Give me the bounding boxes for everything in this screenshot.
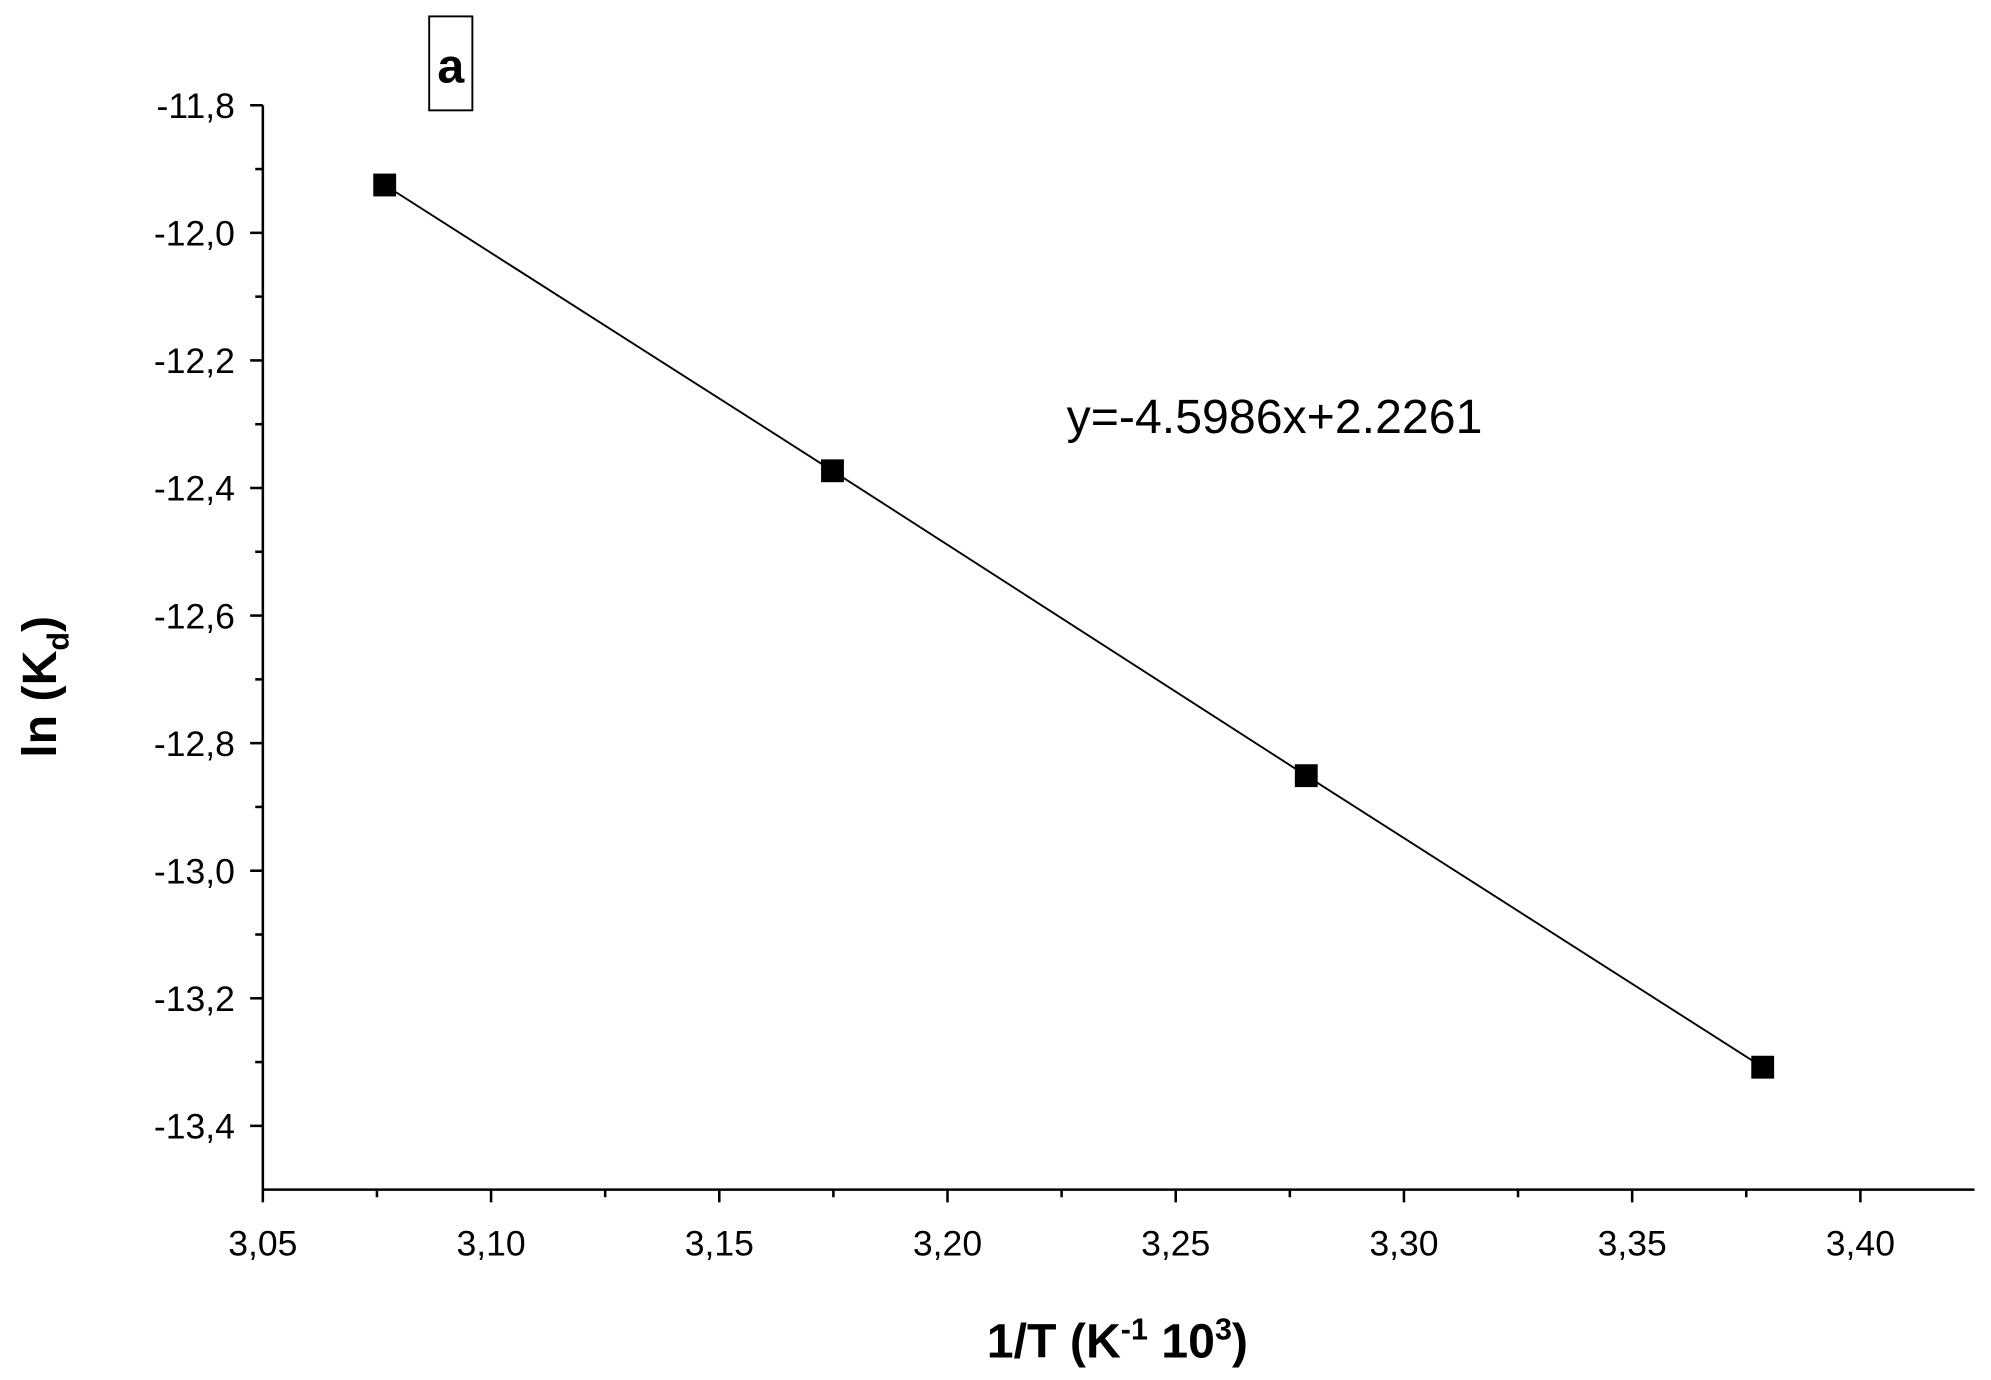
x-label-sup: -1 [1121,1312,1148,1346]
series-line [384,184,1764,1068]
panel-label-box [428,15,474,112]
x-tick-label: 3,15 [685,1224,754,1264]
x-tick-label: 3,25 [1141,1224,1210,1264]
y-axis-label: ln (Kd) [13,616,76,758]
y-tick-label: -13,0 [154,851,235,891]
x-axis-label: 1/T (K-1 103) [987,1312,1248,1368]
y-tick-label: -12,0 [154,214,235,254]
y-tick-label: -12,8 [154,724,235,764]
annotation: y=-4.5986x+2.2261 [1067,390,1483,444]
x-tick-label: 3,20 [913,1224,982,1264]
x-tick-label: 3,05 [228,1224,297,1264]
x-tick-label: 3,40 [1826,1224,1895,1264]
x-label-part: ) [1232,1314,1248,1368]
data-point [1751,1055,1775,1079]
y-tick-label: -12,4 [154,469,235,509]
y-tick-label: -13,2 [154,979,235,1019]
panel-label: a [437,39,465,93]
y-tick-label: -11,8 [157,86,235,126]
y-label-part: ) [13,616,67,632]
x-label-part: 10 [1148,1314,1215,1368]
y-tick-label: -12,2 [154,341,235,381]
x-tick-label: 3,10 [456,1224,525,1264]
data-point [821,459,844,483]
data-point [373,173,397,197]
x-label-part: 1/T (K [987,1314,1121,1368]
y-label-sub: d [42,632,76,651]
x-tick-label: 3,35 [1598,1224,1667,1264]
x-label-sup: 3 [1215,1312,1232,1346]
y-tick-label: -12,6 [154,596,235,636]
y-tick-label: -13,4 [154,1107,235,1147]
data-point [1294,764,1318,788]
y-label-part: ln (K [13,650,67,757]
x-tick-label: 3,30 [1369,1224,1438,1264]
